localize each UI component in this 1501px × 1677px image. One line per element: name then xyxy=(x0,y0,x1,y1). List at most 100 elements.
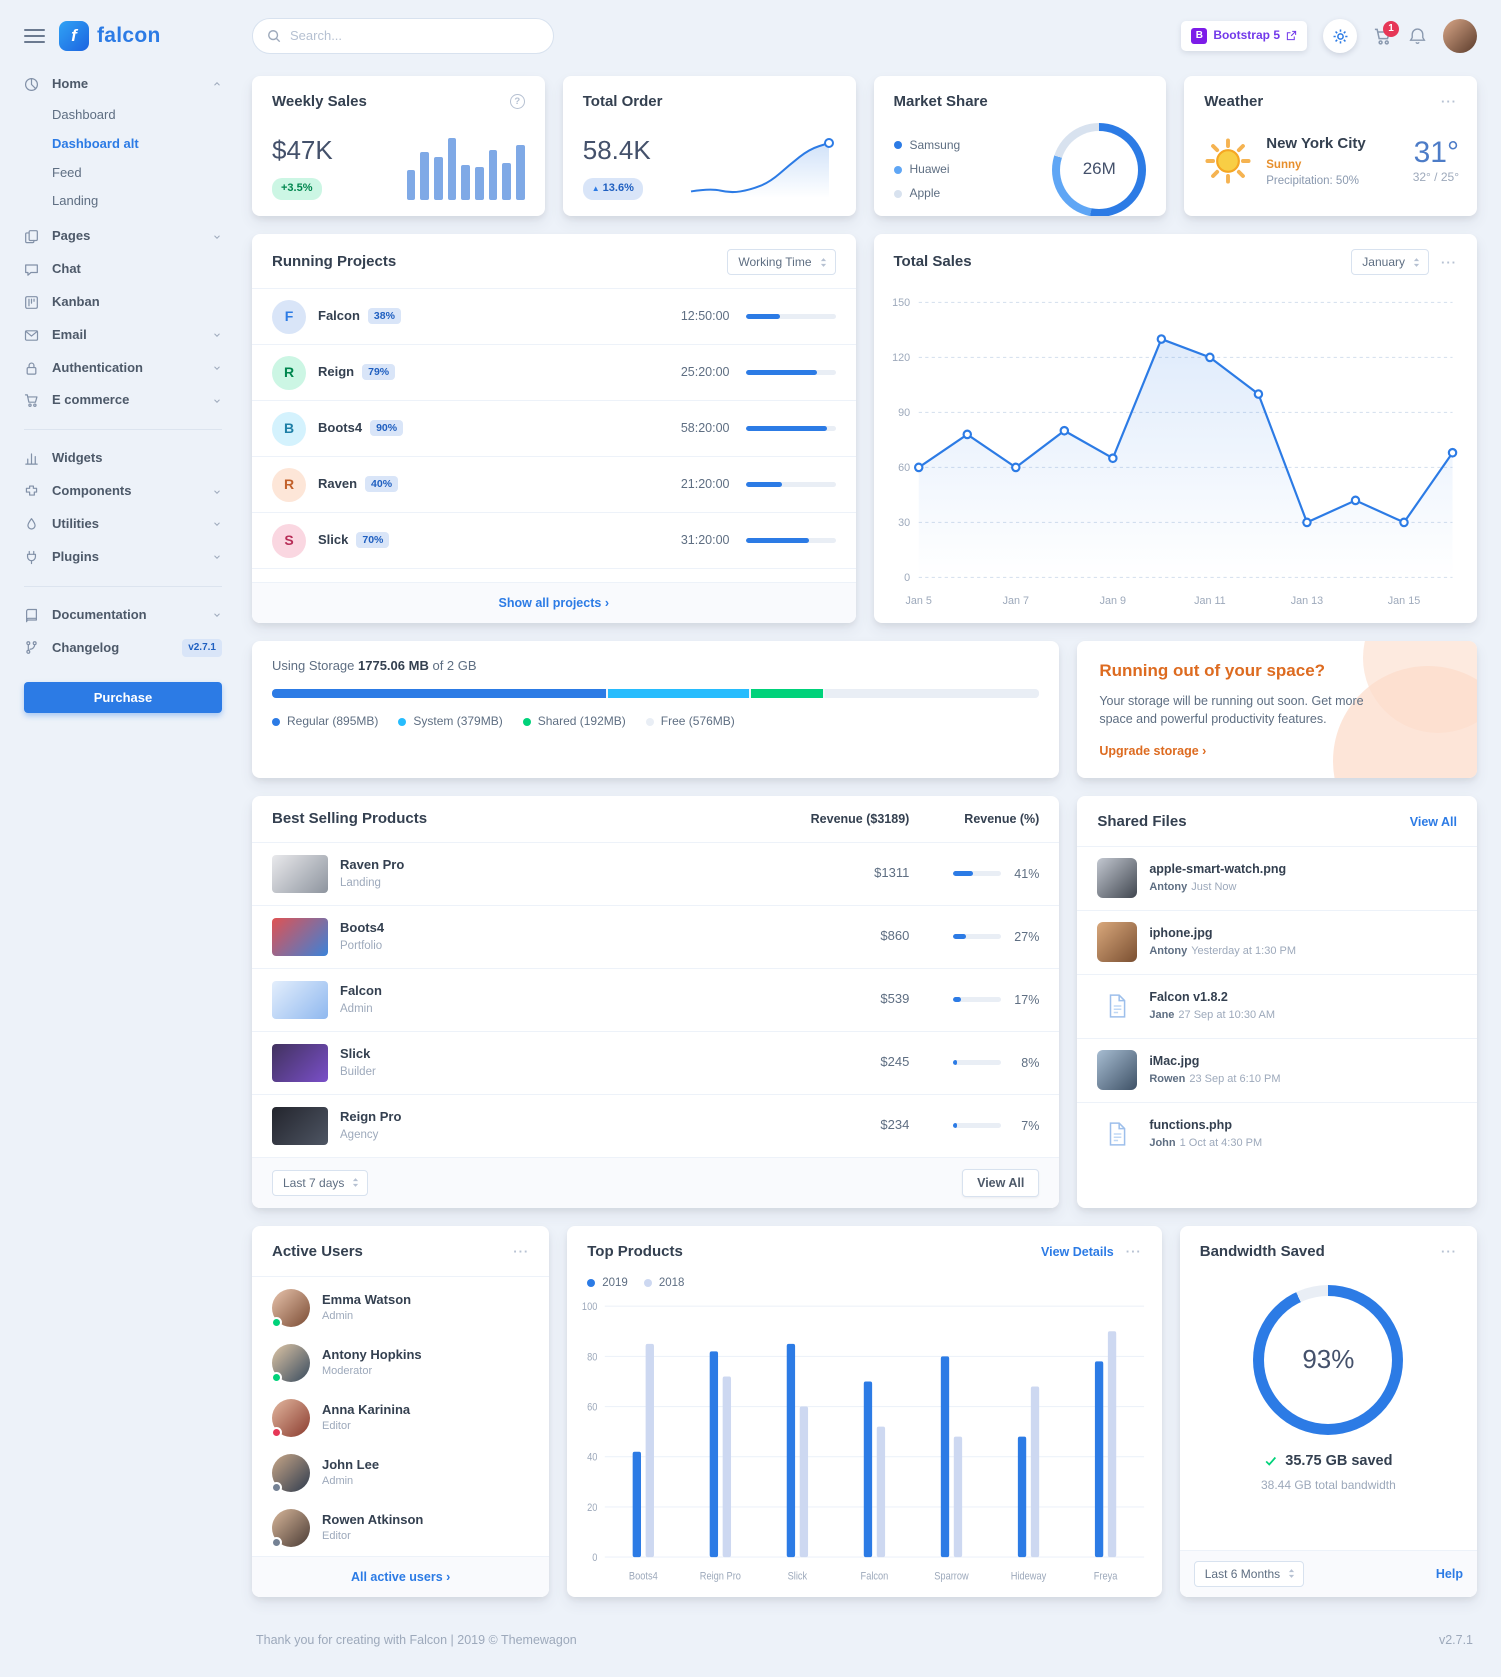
kanban-icon xyxy=(24,295,42,310)
sidebar-item-email[interactable]: Email xyxy=(24,319,222,352)
status-dot xyxy=(271,1372,282,1384)
user-name[interactable]: Rowen Atkinson xyxy=(322,1511,424,1527)
file-name[interactable]: iMac.jpg xyxy=(1149,1054,1200,1069)
date-range-select[interactable]: Last 7 days xyxy=(272,1169,369,1196)
weather-precipitation: Precipitation: 50% xyxy=(1266,175,1359,188)
show-all-projects-link[interactable]: Show all projects › xyxy=(252,581,856,623)
chevron-down-icon xyxy=(212,396,222,406)
product-thumbnail xyxy=(272,854,328,893)
file-name[interactable]: functions.php xyxy=(1149,1118,1232,1133)
droplet-icon xyxy=(24,517,42,532)
month-select[interactable]: January xyxy=(1351,249,1429,275)
storage-card: Using Storage 1775.06 MB of 2 GB Regular… xyxy=(252,641,1060,779)
svg-text:120: 120 xyxy=(892,352,910,364)
revenue-bar-fill xyxy=(953,934,967,940)
project-time: 12:50:00 xyxy=(680,309,730,324)
sidebar-item-dashboard-alt[interactable]: Dashboard alt xyxy=(52,135,139,151)
search-input[interactable] xyxy=(290,26,539,46)
project-name[interactable]: Falcon xyxy=(318,308,360,324)
project-name[interactable]: Boots4 xyxy=(318,420,363,436)
product-revenue: $1311 xyxy=(874,865,910,881)
more-menu-icon[interactable]: ··· xyxy=(1441,94,1457,110)
more-menu-icon[interactable]: ··· xyxy=(513,1244,530,1260)
settings-button[interactable] xyxy=(1323,19,1357,53)
sidebar-item-components[interactable]: Components xyxy=(24,475,222,508)
sidebar-item-dashboard[interactable]: Dashboard xyxy=(52,106,116,122)
purchase-button[interactable]: Purchase xyxy=(24,682,222,714)
sidebar-item-chat[interactable]: Chat xyxy=(24,253,222,286)
weather-card: Weather ··· New York City Sunny Precipit… xyxy=(1184,76,1477,216)
list-item: iMac.jpg Rowen 23 Sep at 6:10 PM xyxy=(1077,1039,1477,1103)
sidebar-item-kanban[interactable]: Kanban xyxy=(24,286,222,319)
upgrade-storage-link[interactable]: Upgrade storage › xyxy=(1099,743,1207,758)
total-order-chart xyxy=(684,136,836,200)
brand-logo[interactable]: f falcon xyxy=(59,21,161,51)
active-users-card: Active Users ··· Emma Watson Admin Antony… xyxy=(252,1225,550,1597)
product-revenue: $234 xyxy=(880,1117,910,1133)
sidebar-item-home[interactable]: Home xyxy=(24,68,222,101)
sidebar-item-documentation[interactable]: Documentation xyxy=(24,599,222,632)
menu-toggle-button[interactable] xyxy=(24,29,45,43)
user-name[interactable]: Anna Karinina xyxy=(322,1401,411,1417)
sidebar-item-changelog[interactable]: Changelog v2.7.1 xyxy=(24,632,222,665)
best-selling-row: Falcon Admin $539 17% xyxy=(252,969,1060,1032)
product-name[interactable]: Falcon xyxy=(340,982,382,998)
product-name[interactable]: Raven Pro xyxy=(340,856,405,872)
period-select[interactable]: Last 6 Months xyxy=(1193,1560,1305,1587)
card-title: Total Order xyxy=(582,93,663,110)
column-revenue: Revenue ($3189) xyxy=(810,811,910,826)
file-name[interactable]: Falcon v1.8.2 xyxy=(1149,990,1228,1005)
user-avatar[interactable] xyxy=(1443,19,1477,53)
project-name[interactable]: Reign xyxy=(318,364,355,380)
product-name[interactable]: Reign Pro xyxy=(340,1108,402,1124)
list-item: Falcon v1.8.2 Jane 27 Sep at 10:30 AM xyxy=(1077,975,1477,1039)
card-title: Bandwidth Saved xyxy=(1199,1242,1325,1260)
sidebar-item-utilities[interactable]: Utilities xyxy=(24,508,222,541)
working-time-select[interactable]: Working Time xyxy=(727,249,836,275)
products-files-row: Best Selling Products Revenue ($3189) Re… xyxy=(252,796,1477,1208)
sidebar-item-plugins[interactable]: Plugins xyxy=(24,541,222,574)
notifications-button[interactable] xyxy=(1408,27,1427,46)
cart-button[interactable]: 1 xyxy=(1373,20,1399,46)
chart-legend: 2019 2018 xyxy=(567,1273,1162,1292)
project-list: F Falcon 38% 12:50:00 R Reign 79% 25:20:00 B… xyxy=(252,289,856,569)
running-projects-card: Running Projects Working Time F Falcon 38%… xyxy=(252,234,856,623)
product-name[interactable]: Slick xyxy=(340,1045,371,1061)
project-avatar: B xyxy=(272,411,306,446)
project-row: R Reign 79% 25:20:00 xyxy=(252,345,856,401)
view-all-button[interactable]: View All xyxy=(962,1168,1040,1197)
more-menu-icon[interactable]: ··· xyxy=(1441,254,1457,270)
sidebar-item-ecommerce[interactable]: E commerce xyxy=(24,384,222,417)
market-share-legend: Samsung Huawei Apple xyxy=(893,137,960,203)
avatar xyxy=(271,1289,310,1329)
project-progress xyxy=(745,370,836,375)
sidebar-item-feed[interactable]: Feed xyxy=(52,164,82,180)
bootstrap-badge[interactable]: B Bootstrap 5 xyxy=(1181,21,1307,51)
help-link[interactable]: Help xyxy=(1435,1566,1463,1581)
view-details-link[interactable]: View Details xyxy=(1041,1244,1114,1259)
project-name[interactable]: Slick xyxy=(318,532,349,548)
file-name[interactable]: iphone.jpg xyxy=(1149,926,1213,941)
sidebar-item-widgets[interactable]: Widgets xyxy=(24,442,222,475)
file-thumbnail xyxy=(1097,1050,1138,1091)
user-name[interactable]: Emma Watson xyxy=(322,1291,412,1307)
sidebar-item-authentication[interactable]: Authentication xyxy=(24,352,222,385)
chart-bar-icon xyxy=(24,451,42,466)
user-name[interactable]: Antony Hopkins xyxy=(322,1346,422,1362)
more-menu-icon[interactable]: ··· xyxy=(1441,1244,1457,1260)
project-name[interactable]: Raven xyxy=(318,476,358,492)
more-menu-icon[interactable]: ··· xyxy=(1125,1244,1142,1260)
chart-pie-icon xyxy=(24,77,42,92)
all-active-users-link[interactable]: All active users › xyxy=(252,1555,550,1597)
legend-dot xyxy=(398,717,407,726)
avatar xyxy=(271,1344,310,1384)
sidebar-item-landing[interactable]: Landing xyxy=(52,193,99,209)
view-all-link[interactable]: View All xyxy=(1409,814,1457,829)
info-icon[interactable]: ? xyxy=(509,94,525,110)
sidebar-item-pages[interactable]: Pages xyxy=(24,220,222,253)
user-name[interactable]: John Lee xyxy=(322,1456,380,1472)
product-name[interactable]: Boots4 xyxy=(340,919,385,935)
active-user-row: Antony Hopkins Moderator xyxy=(252,1336,549,1391)
svg-text:0: 0 xyxy=(904,572,910,584)
file-name[interactable]: apple-smart-watch.png xyxy=(1149,862,1287,877)
